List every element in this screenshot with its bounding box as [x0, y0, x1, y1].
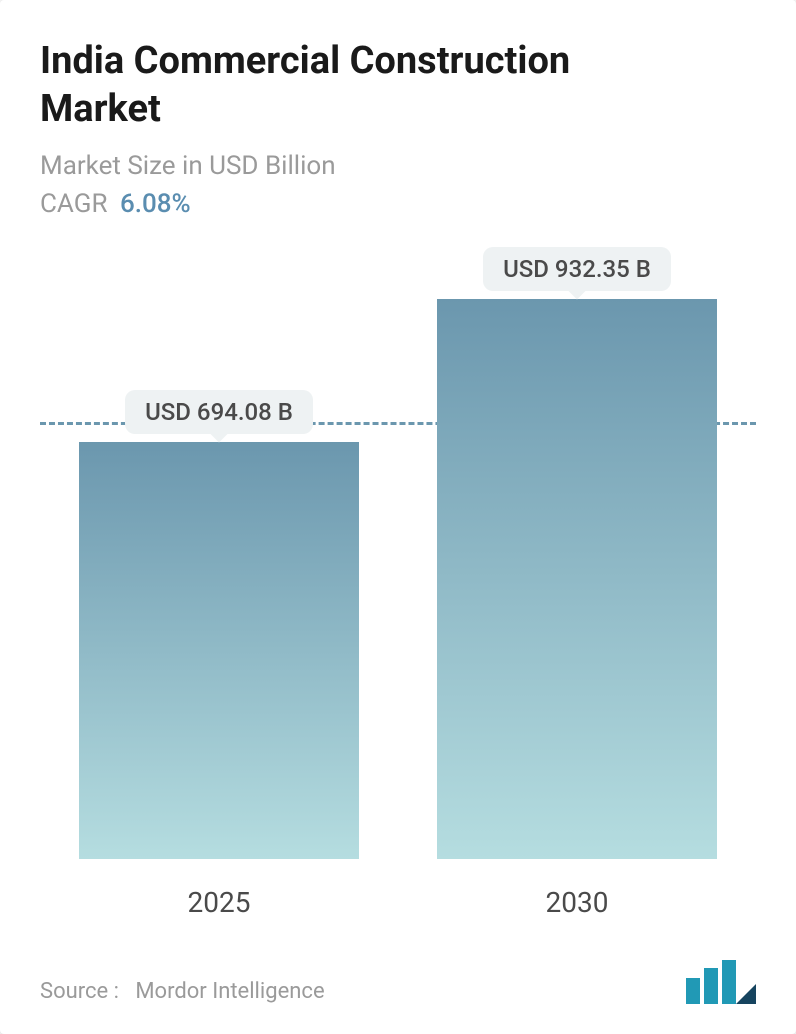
value-label-2025: USD 694.08 B [145, 398, 293, 426]
x-label-2030: 2030 [437, 886, 717, 919]
chart-area: USD 694.08 B USD 932.35 B 2025 2030 [40, 279, 756, 919]
chart-title: India Commercial Construction Market [40, 38, 660, 133]
bar-2025 [79, 442, 359, 859]
value-label-2030: USD 932.35 B [503, 255, 651, 283]
chart-subtitle: Market Size in USD Billion [40, 151, 756, 181]
pill-notch [210, 426, 227, 443]
bar-group-2025: USD 694.08 B [79, 442, 359, 859]
footer: Source : Mordor Intelligence [40, 960, 756, 1004]
source-label: Source : [40, 979, 119, 1004]
bar-2030 [437, 299, 717, 859]
cagr-line: CAGR 6.08% [40, 189, 756, 219]
pill-notch [568, 283, 585, 300]
x-axis-labels: 2025 2030 [40, 886, 756, 919]
chart-card: India Commercial Construction Market Mar… [0, 0, 796, 1034]
mordor-logo-icon [686, 960, 756, 1004]
bar-group-2030: USD 932.35 B [437, 299, 717, 859]
source-name: Mordor Intelligence [135, 979, 324, 1004]
cagr-label: CAGR [40, 189, 107, 219]
value-pill-2030: USD 932.35 B [483, 247, 671, 291]
source-text: Source : Mordor Intelligence [40, 979, 325, 1004]
x-label-2025: 2025 [79, 886, 359, 919]
value-pill-2025: USD 694.08 B [125, 390, 313, 434]
cagr-value: 6.08% [120, 189, 191, 219]
bars-row: USD 694.08 B USD 932.35 B [40, 299, 756, 859]
